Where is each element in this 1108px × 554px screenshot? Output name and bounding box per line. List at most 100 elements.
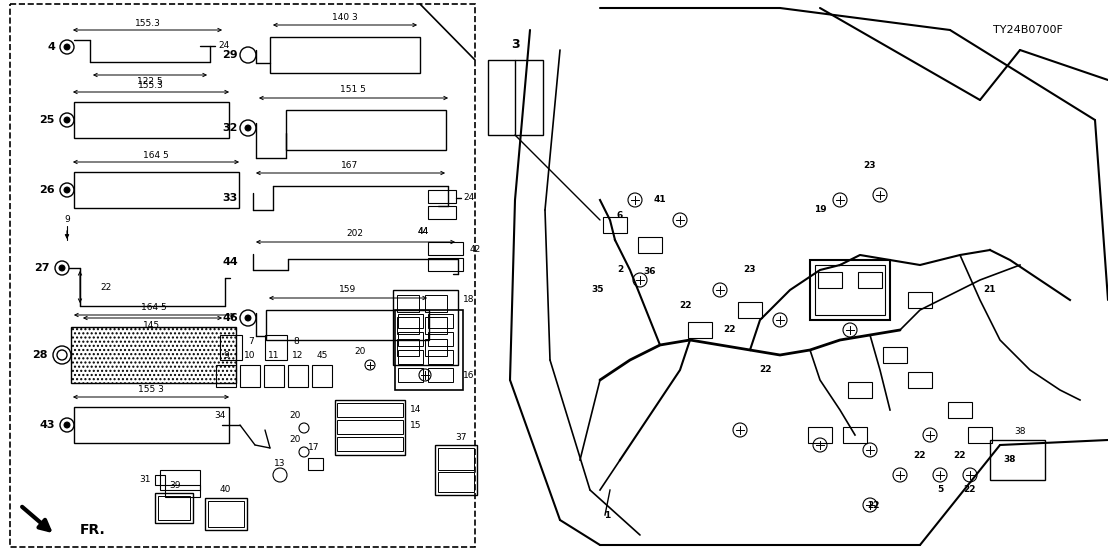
Bar: [270, 37, 420, 73]
Bar: [948, 402, 972, 418]
Bar: [425, 295, 447, 312]
Bar: [808, 427, 832, 443]
Text: 155.3: 155.3: [138, 80, 164, 90]
Bar: [883, 347, 907, 363]
Circle shape: [64, 422, 70, 428]
Text: 22: 22: [679, 300, 691, 310]
Bar: [435, 445, 478, 495]
Text: 22: 22: [954, 450, 966, 459]
Bar: [10, 4, 475, 547]
Bar: [398, 350, 423, 364]
Bar: [397, 295, 419, 312]
Bar: [155, 493, 193, 523]
Bar: [438, 448, 474, 470]
Bar: [428, 190, 456, 203]
Bar: [428, 242, 463, 255]
Bar: [425, 339, 447, 356]
Text: 22: 22: [724, 326, 736, 335]
Text: 6: 6: [617, 211, 623, 219]
Bar: [337, 403, 403, 417]
Text: 22: 22: [759, 366, 771, 375]
Text: 46: 46: [223, 313, 238, 323]
Text: 38: 38: [1004, 455, 1016, 464]
Bar: [398, 332, 423, 346]
Text: 155 3: 155 3: [138, 386, 164, 394]
Bar: [71, 327, 236, 383]
Text: 35: 35: [592, 285, 604, 295]
Bar: [688, 322, 712, 338]
Text: 22: 22: [914, 450, 926, 459]
Text: 44: 44: [223, 257, 238, 267]
Text: 23: 23: [743, 265, 757, 274]
Text: 12: 12: [293, 351, 304, 360]
Bar: [810, 260, 890, 320]
Text: 38: 38: [1014, 428, 1026, 437]
Text: 20: 20: [355, 347, 366, 357]
Circle shape: [59, 265, 65, 271]
Bar: [208, 501, 244, 527]
Bar: [991, 440, 1045, 480]
Bar: [428, 206, 456, 219]
Text: 18: 18: [463, 295, 474, 305]
Text: 10: 10: [244, 351, 256, 360]
Text: 28: 28: [32, 350, 48, 360]
Bar: [74, 407, 229, 443]
Text: 27: 27: [34, 263, 50, 273]
Text: 33: 33: [223, 193, 238, 203]
Bar: [438, 472, 474, 492]
Text: 155.3: 155.3: [135, 19, 161, 28]
Bar: [738, 302, 762, 318]
Text: 159: 159: [339, 285, 357, 295]
Text: 34: 34: [214, 411, 226, 419]
Text: 45: 45: [316, 351, 328, 360]
Text: 19: 19: [813, 206, 827, 214]
Bar: [264, 365, 284, 387]
Text: 11: 11: [268, 351, 279, 360]
Text: 40: 40: [219, 485, 230, 495]
Text: 5: 5: [937, 485, 943, 495]
Bar: [858, 272, 882, 288]
Text: 25: 25: [40, 115, 55, 125]
Bar: [155, 475, 165, 485]
Text: 122 5: 122 5: [137, 78, 163, 86]
Text: 2: 2: [617, 265, 623, 274]
Text: 151 5: 151 5: [340, 85, 366, 95]
Bar: [394, 310, 463, 390]
Text: 164 5: 164 5: [143, 151, 168, 160]
Text: 37: 37: [455, 433, 466, 443]
Bar: [312, 365, 332, 387]
Text: 21: 21: [984, 285, 996, 295]
Bar: [428, 258, 463, 271]
Text: 41: 41: [654, 196, 666, 204]
Text: 202: 202: [347, 229, 363, 239]
Text: 8: 8: [293, 336, 299, 346]
Bar: [335, 400, 406, 455]
Text: 44: 44: [418, 228, 429, 237]
Text: 140 3: 140 3: [332, 13, 358, 22]
Text: 22: 22: [964, 485, 976, 495]
Text: TY24B0700F: TY24B0700F: [993, 25, 1064, 35]
Bar: [398, 368, 423, 382]
Text: 9: 9: [64, 216, 70, 224]
Text: 17: 17: [308, 444, 319, 453]
Text: FR.: FR.: [80, 523, 105, 537]
Bar: [220, 335, 242, 360]
Bar: [337, 420, 403, 434]
Bar: [160, 470, 201, 490]
Text: 20: 20: [289, 411, 300, 419]
Bar: [968, 427, 992, 443]
Bar: [216, 365, 236, 387]
Bar: [265, 335, 287, 360]
Bar: [398, 314, 423, 328]
Circle shape: [245, 125, 252, 131]
Bar: [428, 350, 453, 364]
Bar: [286, 110, 447, 150]
Bar: [240, 365, 260, 387]
Text: 29: 29: [223, 50, 238, 60]
Text: 36: 36: [644, 268, 656, 276]
Text: 22: 22: [100, 283, 111, 291]
Bar: [165, 485, 201, 497]
Bar: [907, 292, 932, 308]
Text: 44: 44: [418, 228, 429, 237]
Bar: [397, 339, 419, 356]
